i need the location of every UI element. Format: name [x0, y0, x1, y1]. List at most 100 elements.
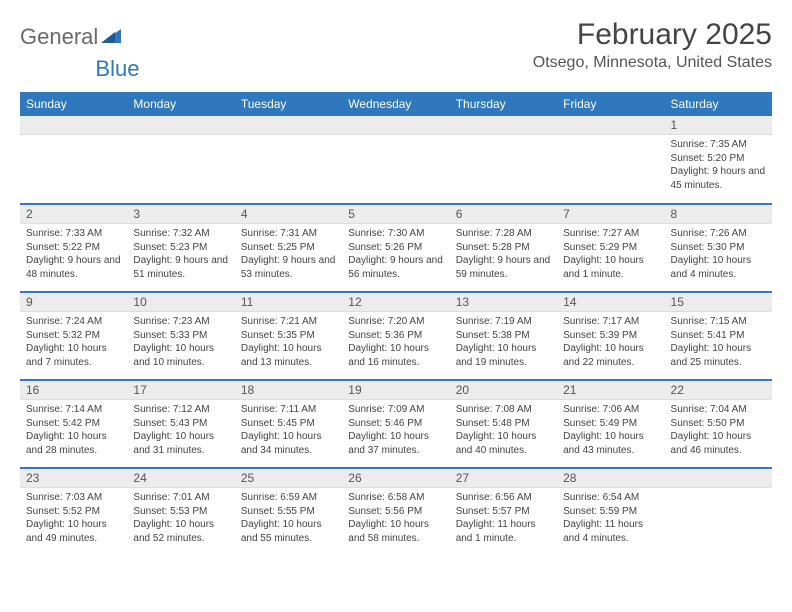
calendar-week-row: 23Sunrise: 7:03 AMSunset: 5:52 PMDayligh… — [20, 468, 772, 556]
title-block: February 2025 Otsego, Minnesota, United … — [533, 18, 772, 72]
sunset-line: Sunset: 5:39 PM — [563, 329, 658, 343]
sunset-line: Sunset: 5:55 PM — [241, 505, 336, 519]
day-details: Sunrise: 7:03 AMSunset: 5:52 PMDaylight:… — [20, 488, 127, 549]
daylight-line: Daylight: 11 hours and 1 minute. — [456, 518, 551, 545]
day-details: Sunrise: 7:32 AMSunset: 5:23 PMDaylight:… — [127, 224, 234, 285]
calendar-day-cell: 22Sunrise: 7:04 AMSunset: 5:50 PMDayligh… — [665, 380, 772, 468]
calendar-day-cell: 24Sunrise: 7:01 AMSunset: 5:53 PMDayligh… — [127, 468, 234, 556]
calendar-week-row: 16Sunrise: 7:14 AMSunset: 5:42 PMDayligh… — [20, 380, 772, 468]
sunset-line: Sunset: 5:33 PM — [133, 329, 228, 343]
day-header: Monday — [127, 92, 234, 116]
calendar-day-cell: 3Sunrise: 7:32 AMSunset: 5:23 PMDaylight… — [127, 204, 234, 292]
daylight-line: Daylight: 10 hours and 37 minutes. — [348, 430, 443, 457]
daylight-line: Daylight: 9 hours and 53 minutes. — [241, 254, 336, 281]
sunset-line: Sunset: 5:53 PM — [133, 505, 228, 519]
day-number-bar: 19 — [342, 381, 449, 400]
sunrise-line: Sunrise: 7:14 AM — [26, 403, 121, 417]
sunrise-line: Sunrise: 7:11 AM — [241, 403, 336, 417]
day-details: Sunrise: 7:24 AMSunset: 5:32 PMDaylight:… — [20, 312, 127, 373]
day-number-bar: 1 — [665, 116, 772, 135]
brand-logo: General — [20, 24, 123, 50]
sunrise-line: Sunrise: 7:23 AM — [133, 315, 228, 329]
daylight-line: Daylight: 9 hours and 51 minutes. — [133, 254, 228, 281]
day-number-bar — [557, 116, 664, 135]
calendar-empty-cell — [665, 468, 772, 556]
day-number-bar: 12 — [342, 293, 449, 312]
sunrise-line: Sunrise: 7:03 AM — [26, 491, 121, 505]
day-number-bar: 2 — [20, 205, 127, 224]
day-number-bar: 8 — [665, 205, 772, 224]
sunset-line: Sunset: 5:22 PM — [26, 241, 121, 255]
calendar-day-cell: 16Sunrise: 7:14 AMSunset: 5:42 PMDayligh… — [20, 380, 127, 468]
calendar-day-cell: 23Sunrise: 7:03 AMSunset: 5:52 PMDayligh… — [20, 468, 127, 556]
calendar-day-cell: 4Sunrise: 7:31 AMSunset: 5:25 PMDaylight… — [235, 204, 342, 292]
day-details: Sunrise: 7:27 AMSunset: 5:29 PMDaylight:… — [557, 224, 664, 285]
sunrise-line: Sunrise: 7:17 AM — [563, 315, 658, 329]
day-number-bar — [127, 116, 234, 135]
day-number-bar: 7 — [557, 205, 664, 224]
calendar-day-cell: 12Sunrise: 7:20 AMSunset: 5:36 PMDayligh… — [342, 292, 449, 380]
day-number-bar — [665, 469, 772, 488]
daylight-line: Daylight: 9 hours and 48 minutes. — [26, 254, 121, 281]
sunrise-line: Sunrise: 7:15 AM — [671, 315, 766, 329]
calendar-day-cell: 2Sunrise: 7:33 AMSunset: 5:22 PMDaylight… — [20, 204, 127, 292]
day-details: Sunrise: 7:04 AMSunset: 5:50 PMDaylight:… — [665, 400, 772, 461]
day-details: Sunrise: 6:54 AMSunset: 5:59 PMDaylight:… — [557, 488, 664, 549]
day-number-bar: 17 — [127, 381, 234, 400]
calendar-empty-cell — [557, 116, 664, 204]
day-header: Friday — [557, 92, 664, 116]
sunset-line: Sunset: 5:49 PM — [563, 417, 658, 431]
calendar-day-cell: 8Sunrise: 7:26 AMSunset: 5:30 PMDaylight… — [665, 204, 772, 292]
sunrise-line: Sunrise: 7:12 AM — [133, 403, 228, 417]
sunset-line: Sunset: 5:46 PM — [348, 417, 443, 431]
day-number-bar: 13 — [450, 293, 557, 312]
sunrise-line: Sunrise: 7:26 AM — [671, 227, 766, 241]
calendar-week-row: 2Sunrise: 7:33 AMSunset: 5:22 PMDaylight… — [20, 204, 772, 292]
daylight-line: Daylight: 10 hours and 52 minutes. — [133, 518, 228, 545]
calendar-empty-cell — [20, 116, 127, 204]
sunset-line: Sunset: 5:41 PM — [671, 329, 766, 343]
sunset-line: Sunset: 5:45 PM — [241, 417, 336, 431]
daylight-line: Daylight: 10 hours and 46 minutes. — [671, 430, 766, 457]
day-number-bar: 4 — [235, 205, 342, 224]
daylight-line: Daylight: 10 hours and 31 minutes. — [133, 430, 228, 457]
calendar-day-cell: 9Sunrise: 7:24 AMSunset: 5:32 PMDaylight… — [20, 292, 127, 380]
day-number-bar — [235, 116, 342, 135]
day-number-bar: 16 — [20, 381, 127, 400]
day-details: Sunrise: 7:01 AMSunset: 5:53 PMDaylight:… — [127, 488, 234, 549]
daylight-line: Daylight: 10 hours and 28 minutes. — [26, 430, 121, 457]
day-number-bar: 22 — [665, 381, 772, 400]
day-details: Sunrise: 7:28 AMSunset: 5:28 PMDaylight:… — [450, 224, 557, 285]
calendar-day-cell: 17Sunrise: 7:12 AMSunset: 5:43 PMDayligh… — [127, 380, 234, 468]
sunrise-line: Sunrise: 7:24 AM — [26, 315, 121, 329]
calendar-day-cell: 5Sunrise: 7:30 AMSunset: 5:26 PMDaylight… — [342, 204, 449, 292]
calendar-day-cell: 20Sunrise: 7:08 AMSunset: 5:48 PMDayligh… — [450, 380, 557, 468]
daylight-line: Daylight: 10 hours and 25 minutes. — [671, 342, 766, 369]
sunrise-line: Sunrise: 7:20 AM — [348, 315, 443, 329]
day-details: Sunrise: 6:58 AMSunset: 5:56 PMDaylight:… — [342, 488, 449, 549]
daylight-line: Daylight: 11 hours and 4 minutes. — [563, 518, 658, 545]
day-number-bar: 14 — [557, 293, 664, 312]
location-subtitle: Otsego, Minnesota, United States — [533, 54, 772, 72]
calendar-day-cell: 6Sunrise: 7:28 AMSunset: 5:28 PMDaylight… — [450, 204, 557, 292]
sunrise-line: Sunrise: 7:01 AM — [133, 491, 228, 505]
calendar-day-cell: 14Sunrise: 7:17 AMSunset: 5:39 PMDayligh… — [557, 292, 664, 380]
sunset-line: Sunset: 5:20 PM — [671, 152, 766, 166]
day-details: Sunrise: 7:15 AMSunset: 5:41 PMDaylight:… — [665, 312, 772, 373]
sunset-line: Sunset: 5:26 PM — [348, 241, 443, 255]
day-number-bar: 11 — [235, 293, 342, 312]
sunset-line: Sunset: 5:30 PM — [671, 241, 766, 255]
sunset-line: Sunset: 5:35 PM — [241, 329, 336, 343]
calendar-day-cell: 11Sunrise: 7:21 AMSunset: 5:35 PMDayligh… — [235, 292, 342, 380]
sunset-line: Sunset: 5:32 PM — [26, 329, 121, 343]
day-number-bar: 9 — [20, 293, 127, 312]
sunset-line: Sunset: 5:36 PM — [348, 329, 443, 343]
day-details: Sunrise: 7:23 AMSunset: 5:33 PMDaylight:… — [127, 312, 234, 373]
sunrise-line: Sunrise: 6:59 AM — [241, 491, 336, 505]
calendar-day-cell: 18Sunrise: 7:11 AMSunset: 5:45 PMDayligh… — [235, 380, 342, 468]
sunset-line: Sunset: 5:29 PM — [563, 241, 658, 255]
sunrise-line: Sunrise: 7:32 AM — [133, 227, 228, 241]
sunrise-line: Sunrise: 7:35 AM — [671, 138, 766, 152]
day-details: Sunrise: 7:17 AMSunset: 5:39 PMDaylight:… — [557, 312, 664, 373]
sunrise-line: Sunrise: 7:09 AM — [348, 403, 443, 417]
